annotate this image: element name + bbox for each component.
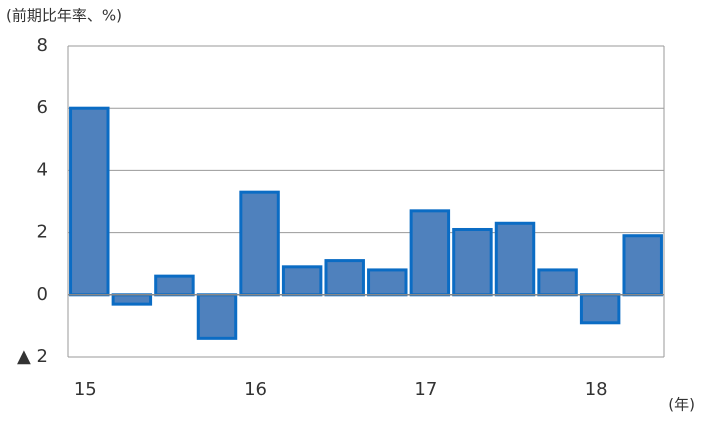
- bar: [69, 106, 110, 297]
- x-tick-label: 15: [74, 379, 97, 400]
- bar: [409, 209, 451, 297]
- y-tick-label: 6: [37, 97, 48, 118]
- x-tick-label: 17: [414, 379, 437, 400]
- y-axis-label: (前期比年率、%): [6, 7, 122, 25]
- bar: [494, 221, 536, 297]
- x-tick-label: 16: [244, 379, 267, 400]
- bar: [537, 268, 578, 297]
- bar: [196, 293, 238, 340]
- bar: [367, 268, 408, 297]
- y-tick-label: ▲ 2: [17, 346, 48, 367]
- bar: [622, 234, 663, 297]
- bar: [154, 274, 195, 297]
- y-tick-label: 4: [37, 159, 48, 180]
- bar: [239, 190, 280, 297]
- bar: [324, 259, 365, 297]
- y-tick-label: 8: [37, 35, 48, 56]
- y-tick-label: 2: [37, 222, 48, 243]
- x-tick-label: 18: [585, 379, 608, 400]
- x-axis-label: (年): [668, 396, 695, 414]
- y-tick-label: 0: [37, 284, 48, 305]
- bar: [281, 265, 323, 297]
- bar: [579, 293, 621, 325]
- bar: [111, 293, 153, 306]
- bar: [452, 227, 493, 297]
